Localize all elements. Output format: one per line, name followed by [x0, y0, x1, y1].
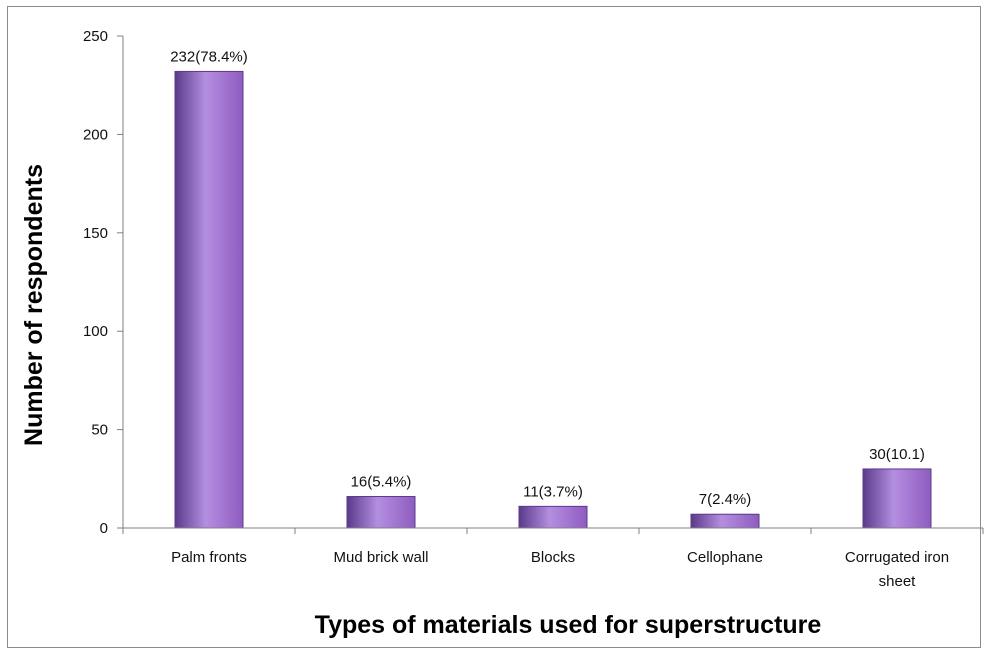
- axes-layer: [117, 35, 984, 534]
- x-tick-label: Corrugated iron: [845, 549, 949, 566]
- data-label: 7(2.4%): [699, 491, 752, 508]
- x-tick-label: Mud brick wall: [333, 549, 428, 566]
- y-tick-label: 50: [91, 422, 108, 439]
- bar: [518, 505, 588, 529]
- bar: [174, 70, 244, 529]
- y-tick-label: 0: [100, 520, 108, 537]
- y-tick-label: 100: [83, 323, 108, 340]
- bar: [346, 496, 416, 529]
- chart-frame: [7, 6, 981, 648]
- x-tick-label: Palm fronts: [171, 549, 247, 566]
- data-label: 11(3.7%): [523, 483, 583, 500]
- y-tick-label: 150: [83, 225, 108, 242]
- x-tick-label: sheet: [879, 573, 917, 590]
- data-label: 232(78.4%): [170, 48, 248, 65]
- x-axis-title: Types of materials used for superstructu…: [315, 611, 822, 639]
- y-tick-label: 250: [83, 28, 108, 45]
- x-tick-label: Blocks: [531, 549, 575, 566]
- labels-layer: 232(78.4%) Palm fronts 16(5.4%) Mud brick w…: [83, 28, 949, 590]
- y-tick-label: 200: [83, 126, 108, 143]
- x-tick-label: Cellophane: [687, 549, 763, 566]
- bars-layer: [174, 70, 932, 529]
- data-label: 30(10.1): [869, 446, 925, 463]
- y-axis-title: Number of respondents: [20, 164, 48, 446]
- data-label: 16(5.4%): [351, 474, 412, 491]
- bar: [862, 468, 932, 529]
- bar: [690, 513, 760, 529]
